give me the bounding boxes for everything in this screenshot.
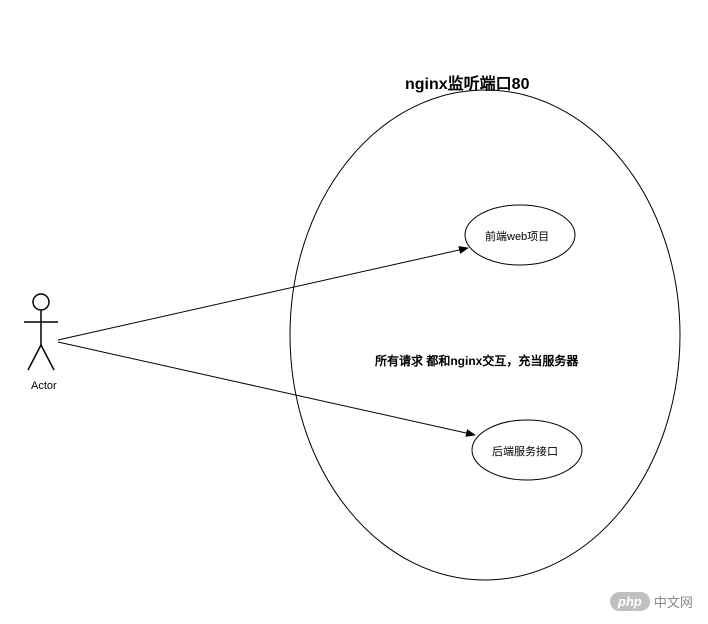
actor-head bbox=[33, 294, 49, 310]
backend-label: 后端服务接口 bbox=[492, 443, 558, 459]
watermark-badge: php bbox=[610, 592, 650, 611]
diagram-canvas bbox=[0, 0, 708, 624]
diagram-title: nginx监听端口80 bbox=[405, 70, 529, 94]
actor-figure bbox=[24, 294, 58, 370]
actor-label: Actor bbox=[31, 380, 57, 392]
frontend-label: 前端web项目 bbox=[485, 228, 549, 244]
actor-leg-right bbox=[41, 345, 54, 370]
nginx-boundary-ellipse bbox=[290, 90, 680, 580]
watermark-label: 中文网 bbox=[654, 592, 693, 611]
annotation-label: 所有请求 都和nginx交互，充当服务器 bbox=[375, 352, 578, 369]
watermark: php 中文网 bbox=[610, 592, 693, 611]
edge-actor-frontend bbox=[58, 248, 468, 340]
actor-leg-left bbox=[28, 345, 41, 370]
